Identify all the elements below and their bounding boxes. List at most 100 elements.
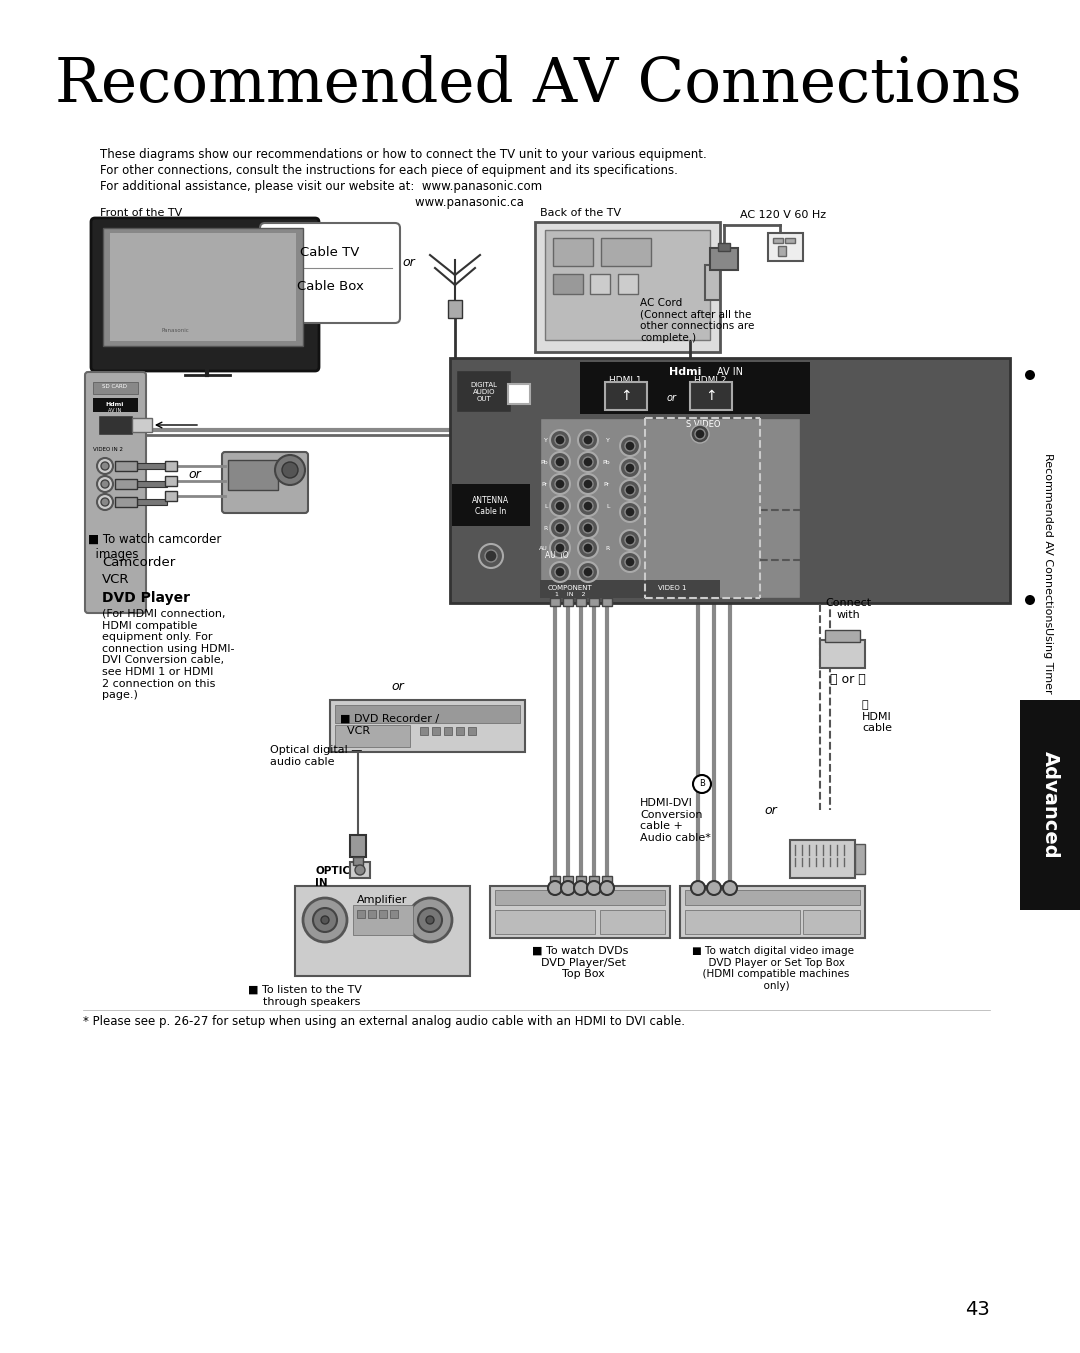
Text: These diagrams show our recommendations or how to connect the TV unit to your va: These diagrams show our recommendations … <box>100 147 706 161</box>
Bar <box>335 705 519 723</box>
Bar <box>605 382 647 410</box>
Circle shape <box>102 498 109 506</box>
Bar <box>98 415 133 436</box>
Bar <box>778 246 786 256</box>
Bar <box>600 238 651 267</box>
Circle shape <box>550 518 570 538</box>
Bar <box>508 384 530 405</box>
Text: Connect
with: Connect with <box>825 598 872 620</box>
Text: AU: AU <box>539 545 548 551</box>
Text: AV IN: AV IN <box>108 409 122 414</box>
Circle shape <box>555 543 565 553</box>
Bar <box>685 890 860 905</box>
Circle shape <box>620 530 640 551</box>
Circle shape <box>555 479 565 488</box>
Circle shape <box>408 898 453 942</box>
Text: AC Cord
(Connect after all the
other connections are
complete.): AC Cord (Connect after all the other con… <box>640 298 754 342</box>
Text: For other connections, consult the instructions for each piece of equipment and : For other connections, consult the instr… <box>100 164 678 177</box>
Circle shape <box>550 497 570 515</box>
Bar <box>600 911 665 934</box>
Text: ANTENNA
Cable In: ANTENNA Cable In <box>472 497 510 515</box>
Bar <box>540 418 800 598</box>
Circle shape <box>102 480 109 488</box>
FancyBboxPatch shape <box>260 223 400 323</box>
Text: AU  IO: AU IO <box>545 552 569 560</box>
Text: SD CARD: SD CARD <box>103 384 127 390</box>
Circle shape <box>588 881 600 894</box>
Circle shape <box>625 484 635 495</box>
Text: HDMI 2: HDMI 2 <box>693 376 726 386</box>
Circle shape <box>561 881 575 894</box>
Bar <box>137 463 167 469</box>
Circle shape <box>1025 369 1035 380</box>
Bar <box>705 265 720 300</box>
Text: Hdmi: Hdmi <box>669 367 701 377</box>
Circle shape <box>426 916 434 924</box>
Text: ■ To watch digital video image
  DVD Player or Set Top Box
  (HDMI compatible ma: ■ To watch digital video image DVD Playe… <box>692 946 854 990</box>
Bar <box>804 911 860 934</box>
Bar <box>165 476 177 486</box>
Circle shape <box>620 502 640 522</box>
Bar <box>93 398 138 413</box>
Circle shape <box>555 524 565 533</box>
Bar <box>789 840 855 878</box>
Text: L: L <box>544 503 548 509</box>
Text: ■ DVD Recorder /
  VCR: ■ DVD Recorder / VCR <box>340 714 440 736</box>
Circle shape <box>102 461 109 469</box>
Circle shape <box>548 881 562 894</box>
Text: or: or <box>188 468 201 480</box>
Bar <box>768 233 804 261</box>
Text: OPTICAL
IN: OPTICAL IN <box>315 866 365 888</box>
Bar <box>602 875 612 888</box>
Circle shape <box>550 561 570 582</box>
Circle shape <box>696 429 705 438</box>
Text: Back of the TV: Back of the TV <box>540 208 621 218</box>
Bar <box>456 727 464 735</box>
Bar <box>580 363 810 414</box>
Circle shape <box>583 501 593 511</box>
Bar <box>576 598 586 606</box>
Text: or: or <box>402 256 415 268</box>
Text: Using Timer: Using Timer <box>1043 626 1053 693</box>
Text: For additional assistance, please visit our website at:  www.panasonic.com: For additional assistance, please visit … <box>100 180 542 193</box>
Circle shape <box>707 881 721 894</box>
Circle shape <box>625 534 635 545</box>
Bar <box>535 222 720 352</box>
Bar <box>420 727 428 735</box>
Circle shape <box>583 479 593 488</box>
Circle shape <box>480 544 503 568</box>
Circle shape <box>583 457 593 467</box>
Bar <box>680 886 865 938</box>
Text: or: or <box>392 679 404 693</box>
Bar <box>137 499 167 505</box>
Bar <box>350 835 366 856</box>
Bar <box>576 875 586 888</box>
Text: AV IN: AV IN <box>717 367 743 377</box>
Bar <box>553 238 593 267</box>
Circle shape <box>625 507 635 517</box>
Bar <box>335 725 410 747</box>
Bar <box>540 580 720 598</box>
Text: 43: 43 <box>966 1300 990 1319</box>
Bar <box>718 244 730 252</box>
Bar <box>132 418 152 432</box>
Bar <box>93 382 138 394</box>
Bar <box>456 369 511 413</box>
Text: AC 120 V 60 Hz: AC 120 V 60 Hz <box>740 210 826 221</box>
Circle shape <box>620 480 640 501</box>
Circle shape <box>620 436 640 456</box>
Circle shape <box>550 474 570 494</box>
Circle shape <box>600 881 615 894</box>
Text: DIGITAL
AUDIO
OUT: DIGITAL AUDIO OUT <box>471 382 498 402</box>
Text: Y: Y <box>606 437 610 442</box>
Text: (For HDMI connection,
HDMI compatible
equipment only. For
connection using HDMI-: (For HDMI connection, HDMI compatible eq… <box>102 609 234 701</box>
Bar <box>165 461 177 471</box>
Text: VIDEO 1: VIDEO 1 <box>658 584 686 591</box>
Circle shape <box>573 881 588 894</box>
Bar <box>353 905 413 935</box>
Circle shape <box>555 501 565 511</box>
Circle shape <box>282 461 298 478</box>
Bar <box>550 598 561 606</box>
Text: Hdmi: Hdmi <box>106 402 124 407</box>
Circle shape <box>355 865 365 875</box>
